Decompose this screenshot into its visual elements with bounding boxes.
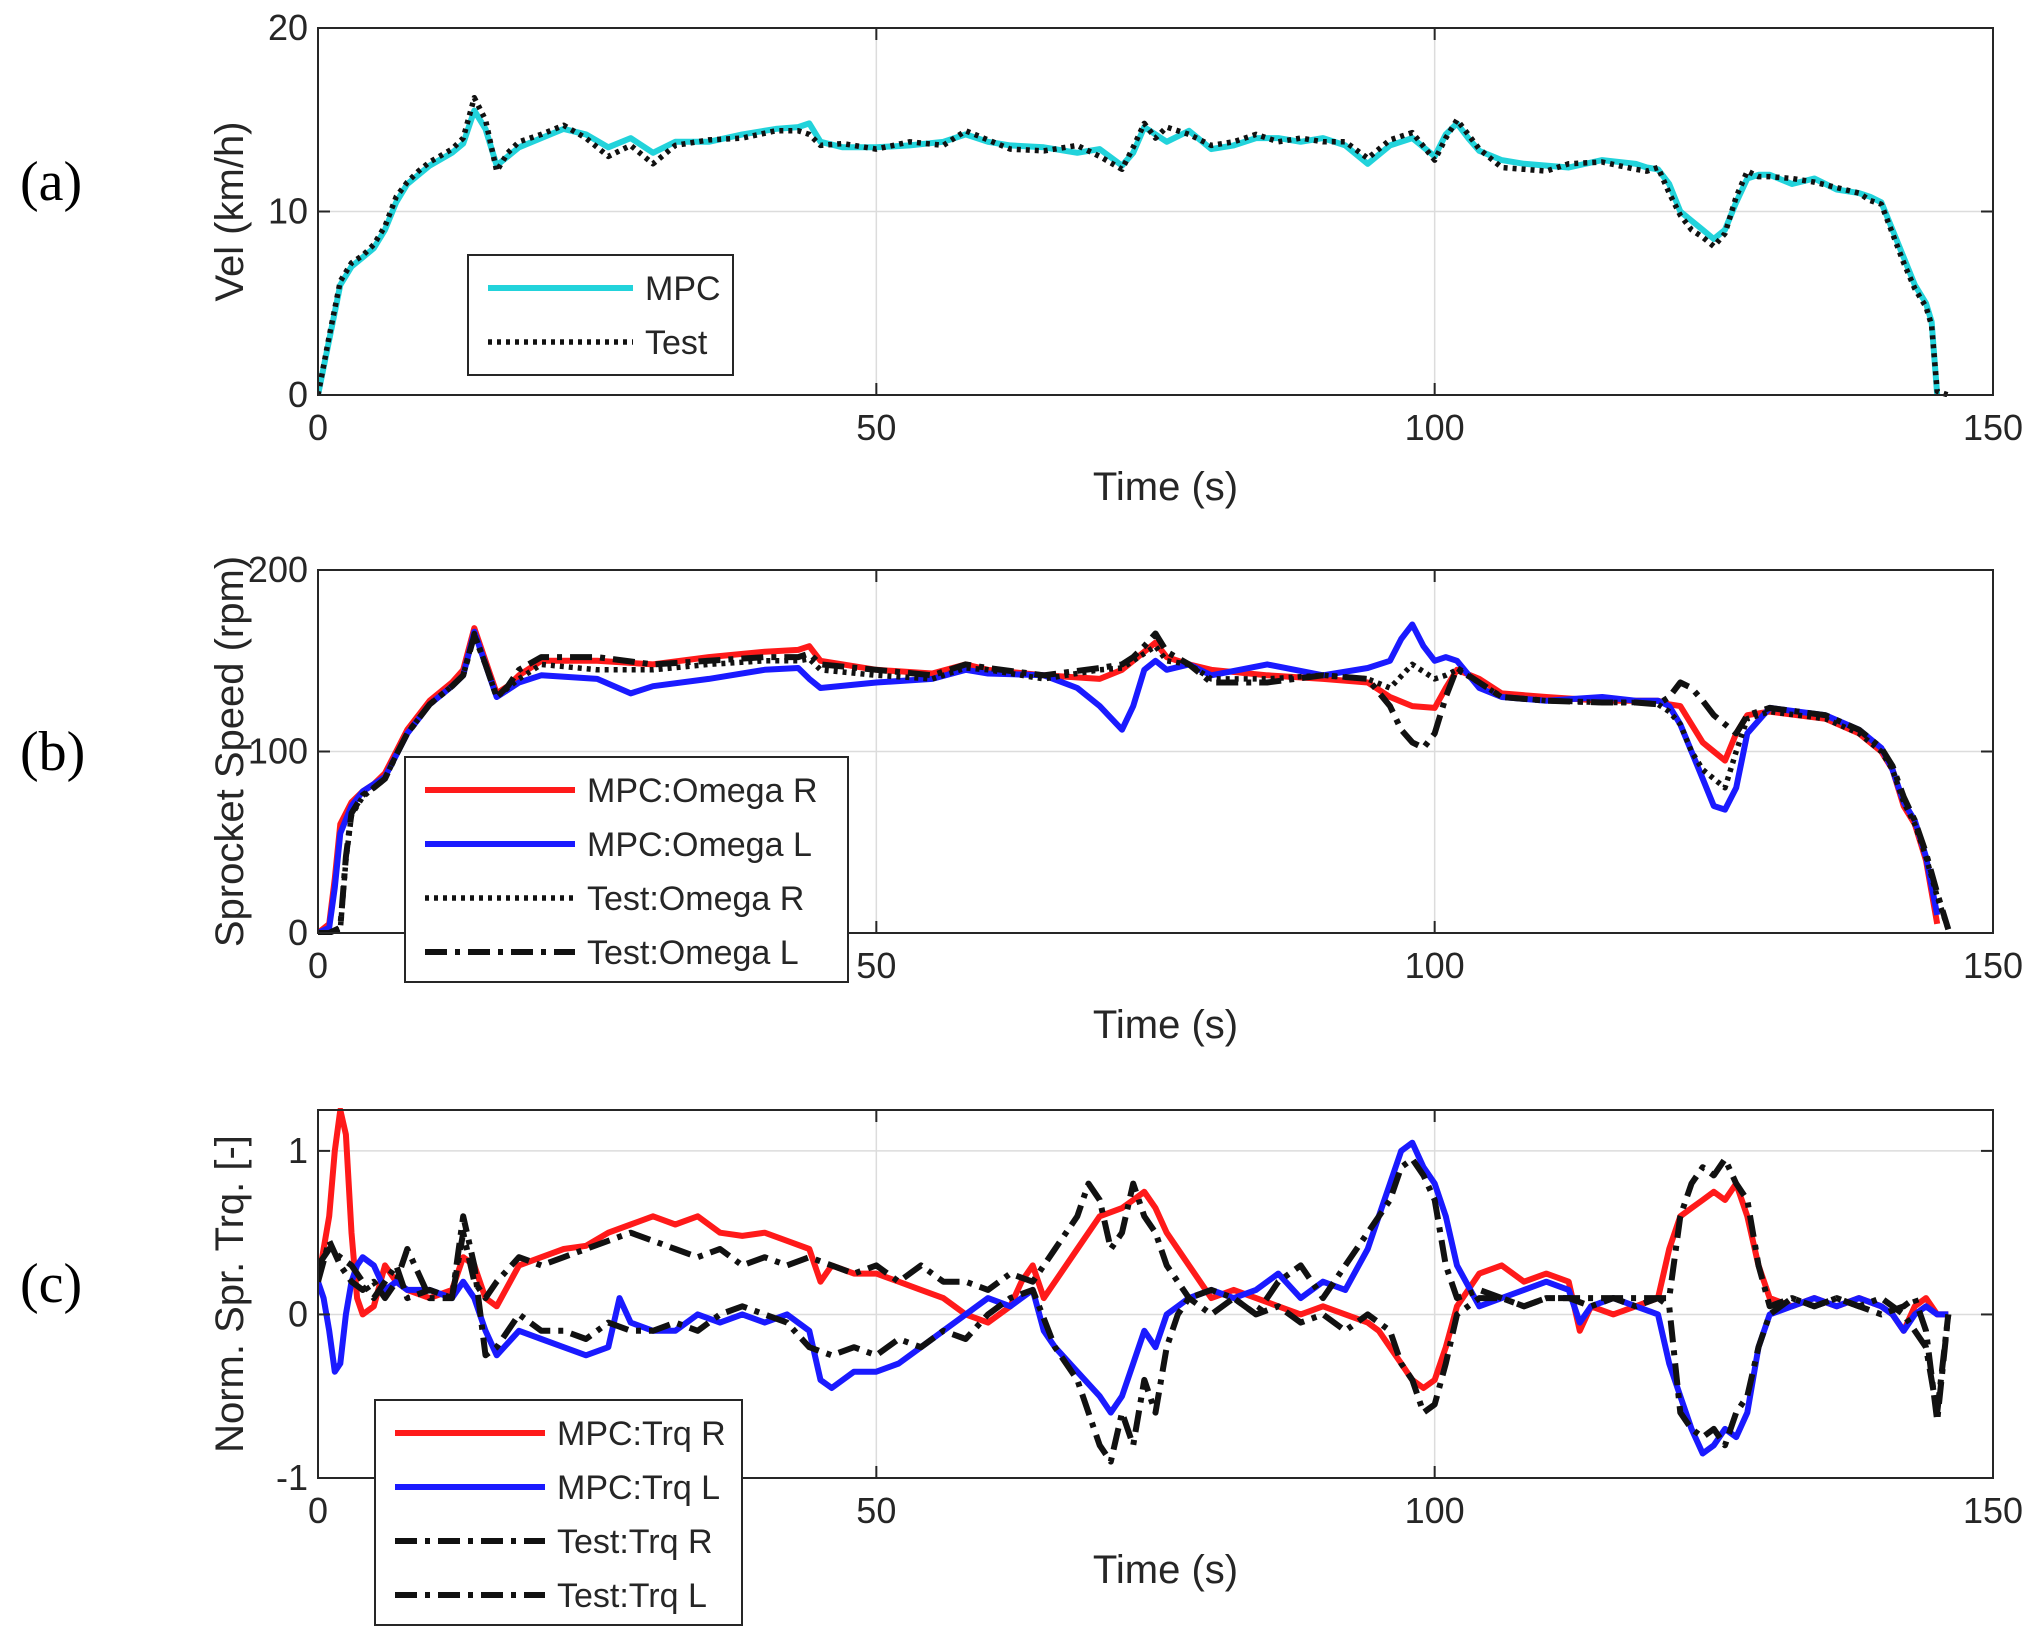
legend-label: MPC:Trq R [557,1415,726,1453]
y-tick-label: 200 [248,549,308,590]
y-axis-label: Norm. Spr. Trq. [-] [208,1135,252,1453]
x-axis-label: Time (s) [1093,465,1238,509]
legend-label: MPC [645,270,721,308]
x-tick-label: 100 [1405,1490,1465,1531]
y-tick-label: 100 [248,731,308,772]
panel-a: (a) 0 50 100 150 0 10 20 Time (s) Vel (km/h) MPC Te… [20,7,2023,509]
y-tick-label: 1 [288,1130,308,1171]
y-tick-label: 10 [268,191,308,232]
legend-label: Test:Trq R [557,1523,713,1561]
x-tick-label: 50 [856,407,896,448]
legend-label: Test [645,324,708,362]
legend-label: Test:Omega R [587,880,804,918]
axes-box [317,1109,1994,1479]
y-tick-label: 0 [288,912,308,953]
series-line-test-omega-l [318,630,1952,935]
legend: MPC Test [467,254,734,376]
panel-b: (b) 0 50 100 150 0 100 200 Time (s) Sprocket Spee… [20,549,2023,1047]
series-line-test-trq-l [318,1156,1952,1465]
x-tick-label: 150 [1963,1490,2023,1531]
y-tick-label: -1 [276,1457,308,1498]
legend-box [467,254,734,376]
y-axis-label: Sprocket Speed (rpm) [208,556,252,947]
x-tick-label: 0 [308,407,328,448]
panel-label: (a) [20,151,82,213]
x-tick-label: 100 [1405,945,1465,986]
legend-label: Test:Trq L [557,1577,707,1615]
y-tick-label: 0 [288,374,308,415]
x-tick-label: 50 [856,1490,896,1531]
legend-label: Test:Omega L [587,934,799,972]
series-line-mpc-trq-l [318,1139,1949,1457]
y-tick-label: 20 [268,7,308,48]
x-tick-label: 0 [308,1490,328,1531]
x-axis-label: Time (s) [1093,1548,1238,1592]
x-tick-label: 150 [1963,407,2023,448]
legend: MPC:Trq R MPC:Trq L Test:Trq R Test:Trq L [374,1399,743,1626]
panel-label: (b) [20,721,85,783]
x-tick-label: 100 [1405,407,1465,448]
series-line-test [318,94,1950,397]
legend: MPC:Omega R MPC:Omega L Test:Omega R Test:O… [404,756,849,983]
x-tick-label: 150 [1963,945,2023,986]
y-tick-label: 0 [288,1293,308,1334]
x-axis-label: Time (s) [1093,1003,1238,1047]
panel-label: (c) [20,1253,82,1315]
legend-box [404,756,849,983]
x-tick-label: 50 [856,945,896,986]
legend-label: MPC:Omega L [587,826,812,864]
legend-label: MPC:Trq L [557,1469,720,1507]
legend-box [374,1399,743,1626]
x-tick-label: 0 [308,945,328,986]
y-axis-label: Vel (km/h) [208,121,252,301]
legend-label: MPC:Omega R [587,772,818,810]
